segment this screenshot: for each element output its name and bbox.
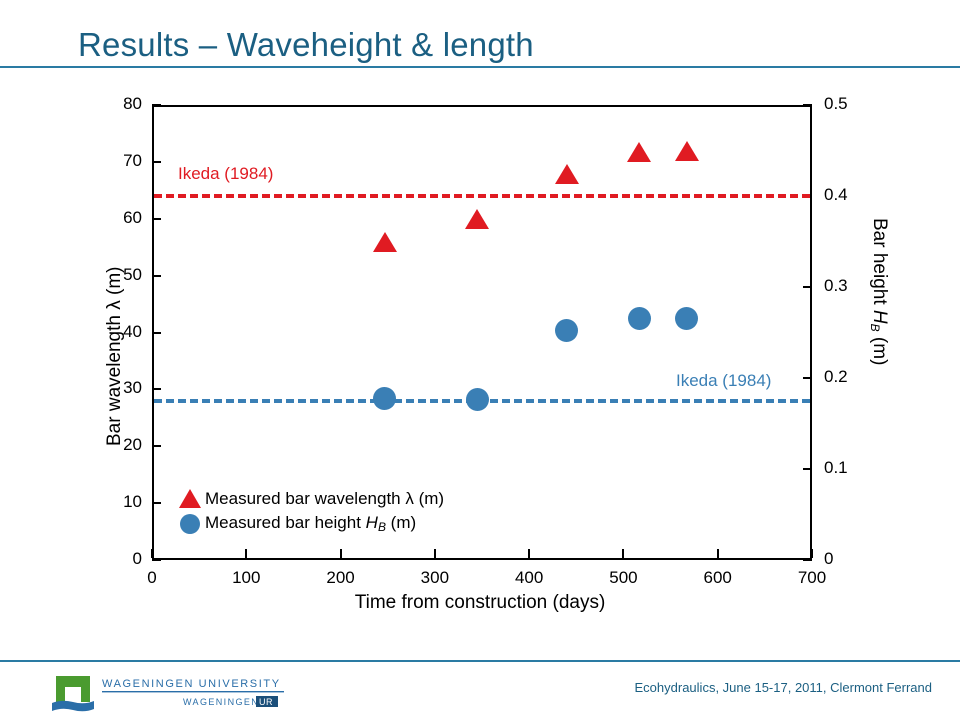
y-axis-right-tick [803, 468, 812, 470]
y-axis-left-tick [152, 502, 161, 505]
y-axis-left-tick [152, 388, 161, 391]
logo-mark [52, 676, 94, 712]
y-axis-right-tick-label: 0.4 [824, 185, 848, 204]
x-axis-tick-label: 300 [420, 568, 450, 587]
logo-wordmark: WAGENINGEN UNIVERSITY WAGENINGEN UR [102, 678, 284, 707]
y-axis-right-tick-label: 0.2 [824, 367, 848, 386]
x-axis-tick [245, 549, 248, 558]
title-divider [0, 66, 960, 68]
legend-triangle-icon [175, 489, 205, 508]
x-axis-tick [528, 549, 531, 558]
legend-label-height: Measured bar height HB (m) [205, 513, 417, 534]
y-axis-left-title: Bar wavelength λ (m) [104, 266, 125, 446]
y-axis-left-tick [152, 559, 161, 561]
data-point-height [373, 387, 397, 411]
legend-item-wavelength: Measured bar wavelength λ (m) [175, 486, 444, 511]
y-axis-right-tick [803, 286, 812, 288]
x-axis-tick [433, 549, 436, 558]
x-axis-tick [151, 549, 153, 558]
y-axis-left-tick-label: 0 [132, 549, 142, 568]
page-title: Results – Waveheight & length [78, 26, 534, 63]
y-axis-right-tick-label: 0 [824, 549, 834, 568]
y-axis-left-tick [152, 104, 161, 106]
x-axis-tick [811, 549, 813, 558]
y-axis-left-tick-label: 40 [123, 321, 142, 341]
legend-label-wavelength: Measured bar wavelength λ (m) [205, 488, 445, 508]
data-point-wavelength [372, 232, 397, 253]
legend-item-height: Measured bar height HB (m) [175, 511, 444, 536]
chart-legend: Measured bar wavelength λ (m) Measured b… [175, 486, 444, 536]
reference-line-label: Ikeda (1984) [676, 370, 772, 390]
legend-circle-icon [175, 513, 205, 534]
plot-area [152, 105, 812, 560]
footer-event-text: Ecohydraulics, June 15-17, 2011, Clermon… [634, 680, 932, 695]
x-axis-tick-label: 100 [232, 568, 261, 587]
x-axis-tick [622, 549, 625, 558]
x-axis-tick-label: 200 [326, 568, 355, 587]
svg-text:UR: UR [259, 697, 273, 707]
y-axis-left-tick [152, 445, 161, 448]
y-axis-right-tick [803, 104, 812, 106]
y-axis-left-tick-label: 30 [123, 378, 142, 398]
x-axis-title: Time from construction (days) [354, 592, 606, 613]
y-axis-right-tick-label: 0.5 [824, 94, 848, 113]
y-axis-left-tick [152, 274, 161, 277]
x-axis-tick-label: 600 [703, 568, 732, 587]
data-point-height [465, 388, 489, 412]
reference-line-ikeda [154, 194, 810, 198]
data-point-wavelength [627, 142, 652, 163]
data-point-height [555, 319, 579, 343]
data-point-height [675, 307, 699, 331]
y-axis-left-tick [152, 331, 161, 334]
footer-divider [0, 660, 960, 662]
x-axis-tick [716, 549, 719, 558]
x-axis-tick-label: 0 [147, 568, 157, 587]
data-point-wavelength [465, 209, 490, 230]
x-axis-tick-label: 700 [797, 568, 827, 587]
svg-text:WAGENINGEN UNIVERSITY: WAGENINGEN UNIVERSITY [102, 678, 281, 690]
y-axis-left-tick-label: 10 [123, 492, 142, 512]
data-point-wavelength [674, 141, 699, 162]
y-axis-left-tick-label: 50 [123, 264, 142, 284]
y-axis-left-tick-label: 70 [123, 150, 142, 170]
y-axis-right-tick-label: 0.3 [824, 276, 848, 295]
wageningen-logo: WAGENINGEN UNIVERSITY WAGENINGEN UR [52, 674, 297, 714]
data-point-height [627, 307, 651, 331]
y-axis-left-tick-label: 60 [123, 207, 142, 227]
x-axis-tick [339, 549, 342, 558]
y-axis-right-title: Bar height HB (m) [868, 218, 890, 366]
y-axis-left-tick [152, 160, 161, 163]
y-axis-left-tick-label: 80 [123, 94, 142, 113]
y-axis-left-tick [152, 217, 161, 220]
reference-line-label: Ikeda (1984) [178, 164, 274, 183]
x-axis-tick-label: 400 [514, 568, 544, 587]
y-axis-left-tick-label: 20 [123, 435, 142, 455]
svg-text:WAGENINGEN: WAGENINGEN [183, 697, 259, 707]
data-point-wavelength [554, 163, 579, 184]
x-axis-tick-label: 500 [609, 568, 638, 587]
y-axis-right-tick [803, 559, 812, 561]
y-axis-right-tick [803, 377, 812, 379]
y-axis-right-tick-label: 0.1 [824, 458, 848, 477]
